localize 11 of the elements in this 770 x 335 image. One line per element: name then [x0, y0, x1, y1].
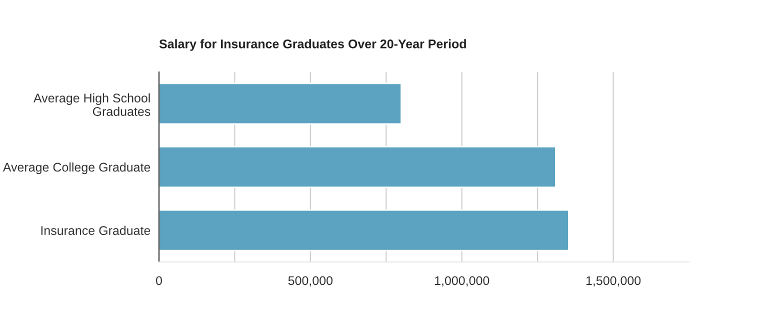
- chart-title: Salary for Insurance Graduates Over 20-Year Period: [159, 39, 466, 51]
- x-tick-label: 500,000: [288, 276, 333, 287]
- bar: [159, 146, 556, 188]
- bar: [159, 82, 402, 125]
- y-tick-label: Insurance Graduate: [41, 226, 150, 235]
- y-tick-label: Average College Graduate: [2, 162, 150, 174]
- x-tick-label: 1,000,000: [435, 276, 490, 287]
- x-tick-label: 0: [156, 276, 162, 286]
- x-tick-label: 1,500,000: [586, 276, 641, 287]
- bar: [159, 209, 570, 252]
- y-tick-label: Average High School Graduates: [33, 93, 150, 116]
